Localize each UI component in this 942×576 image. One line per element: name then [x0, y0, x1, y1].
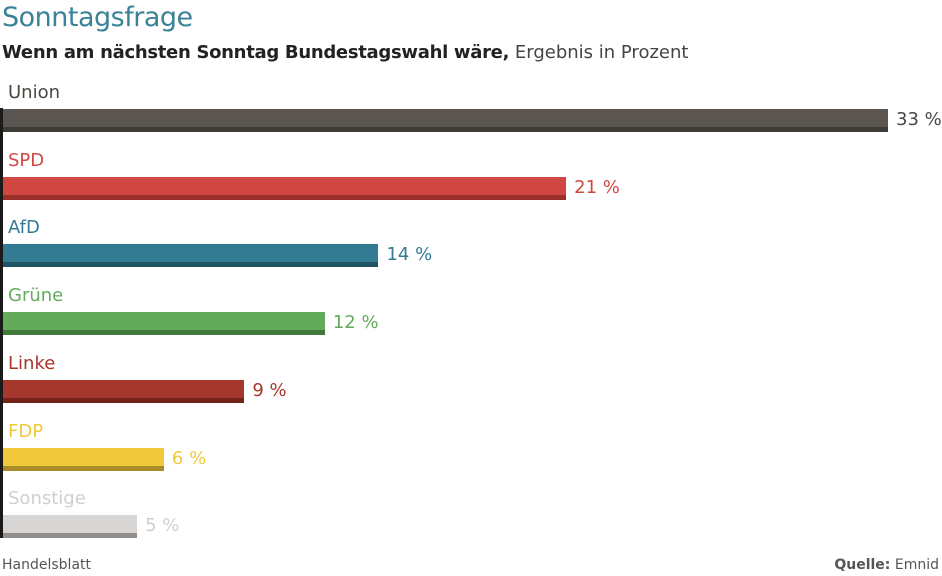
category-label: FDP	[8, 420, 44, 442]
category-label: Union	[8, 82, 61, 103]
bar	[3, 109, 888, 132]
bar	[3, 176, 567, 200]
bar	[3, 515, 138, 539]
category-label: Grüne	[8, 285, 64, 307]
value-label: 5 %	[145, 515, 180, 537]
bar-shadow	[3, 127, 888, 132]
bar-face	[3, 312, 325, 331]
category-label: Linke	[8, 352, 56, 374]
bar	[3, 447, 164, 471]
chart-subtitle: Wenn am nächsten Sonntag Bundestagswahl …	[2, 42, 688, 63]
value-label: 9 %	[252, 379, 287, 401]
bar-face	[3, 515, 138, 534]
value-label: 14 %	[386, 244, 433, 266]
bar	[3, 379, 245, 403]
source-label: Quelle:	[834, 557, 891, 573]
bar	[3, 312, 325, 336]
bar-shadow	[3, 465, 164, 471]
bar-shadow	[3, 330, 325, 336]
bar-face	[3, 176, 567, 195]
category-label: SPD	[8, 149, 45, 171]
bar-shadow	[3, 533, 138, 539]
bar-face	[3, 244, 379, 263]
bar-shadow	[3, 397, 245, 403]
bar	[3, 244, 379, 268]
subtitle-bold: Wenn am nächsten Sonntag Bundestagswahl …	[2, 42, 510, 63]
publisher-label: Handelsblatt	[2, 557, 91, 573]
subtitle-regular: Ergebnis in Prozent	[514, 42, 689, 63]
bar-face	[3, 109, 888, 127]
category-label: Sonstige	[8, 488, 86, 510]
bar-shadow	[3, 262, 379, 268]
category-label: AfD	[8, 217, 40, 239]
chart-title: Sonntagsfrage	[2, 2, 193, 33]
value-label: 21 %	[574, 176, 620, 198]
value-label: 6 %	[171, 447, 207, 469]
value-label: 33 %	[896, 109, 942, 130]
value-label: 12 %	[332, 312, 379, 334]
source-value: Emnid	[894, 557, 939, 573]
bar-face	[3, 379, 245, 398]
bar-face	[3, 447, 164, 466]
y-axis-line	[0, 108, 3, 538]
source-note: Quelle: Emnid	[834, 557, 939, 573]
bar-shadow	[3, 194, 567, 200]
